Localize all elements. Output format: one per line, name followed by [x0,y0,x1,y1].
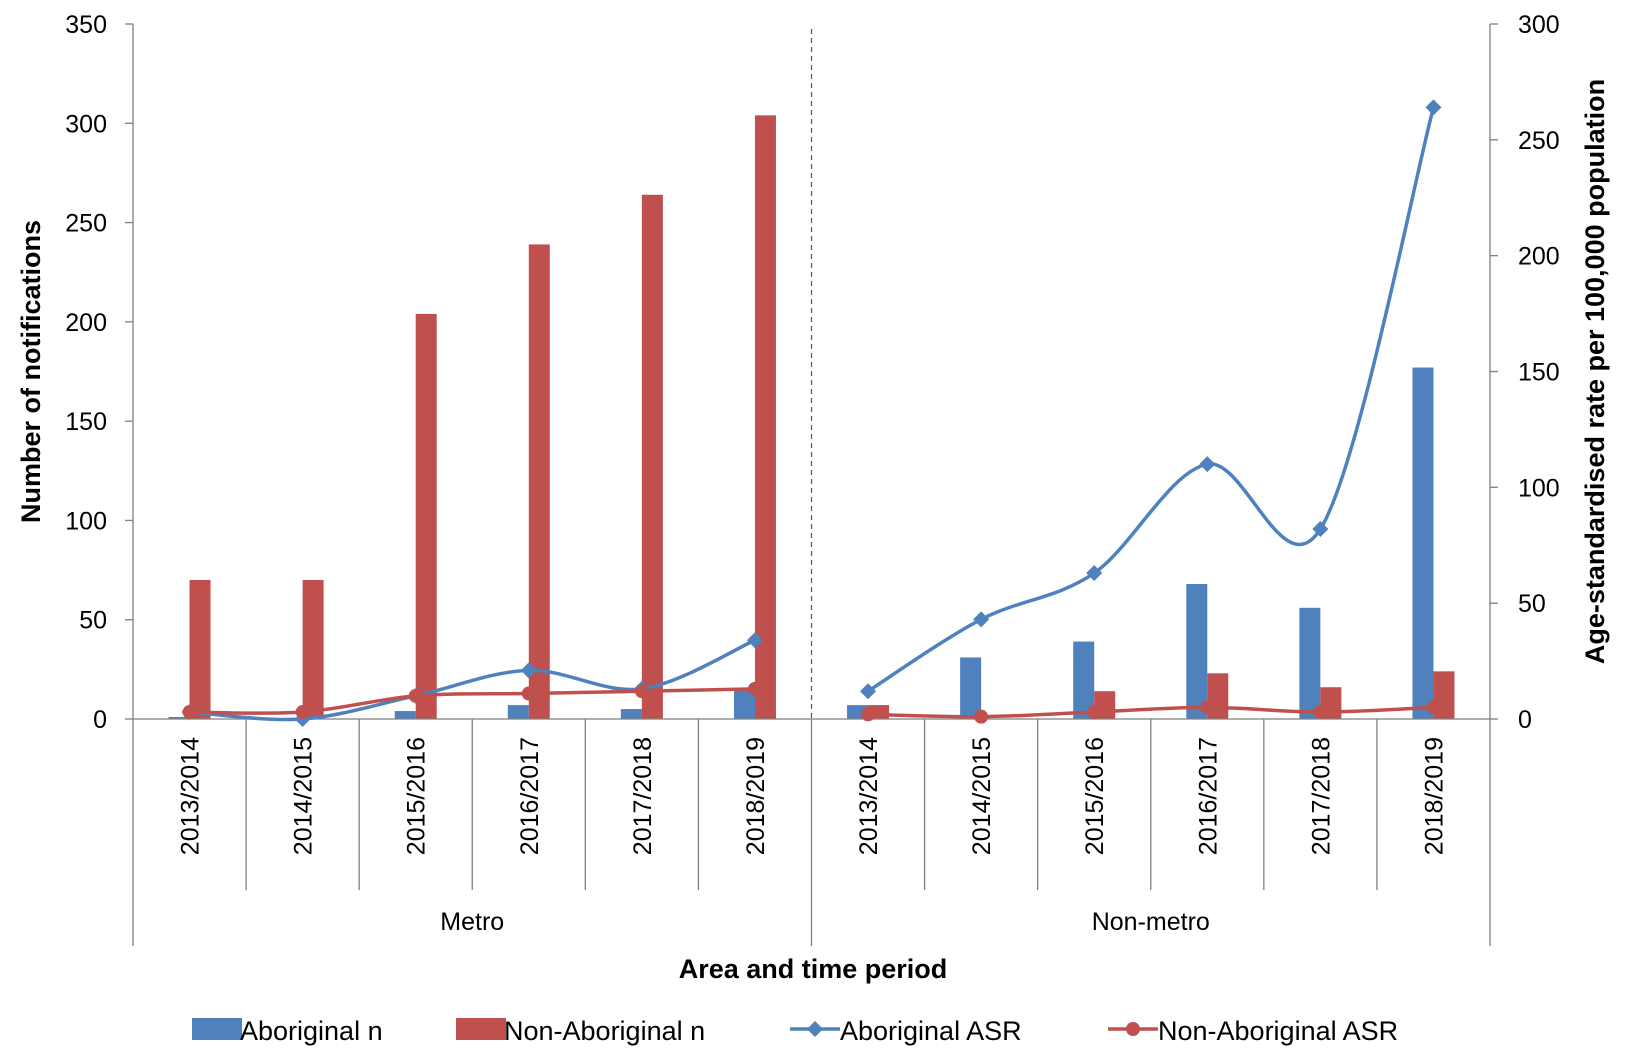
category-label: 2016/2017 [1194,737,1222,855]
right-axis-tick-label: 0 [1518,706,1532,734]
diamond-marker [973,611,990,628]
circle-marker [1087,705,1102,720]
left-axis-tick-label: 350 [65,11,107,39]
circle-marker [295,705,310,720]
circle-marker [1313,705,1328,720]
group-label: Non-metro [1092,908,1210,936]
category-label: 2017/2018 [629,737,657,855]
right-axis-tick-label: 250 [1518,127,1560,155]
diamond-marker [860,683,877,700]
bar [960,657,982,719]
bar [733,689,755,719]
series-line [868,705,1434,719]
bar [1073,641,1095,719]
axes-frame [125,23,1498,946]
series-line [189,687,755,715]
legend: Aboriginal n Non-Aboriginal n Aboriginal A… [192,1016,1398,1046]
series-line [867,106,1436,693]
legend-swatch [192,1018,242,1040]
circle-marker [182,705,197,720]
bar [1299,607,1321,719]
bar [415,313,437,719]
diamond-marker [520,662,537,679]
right-axis-tick-label: 100 [1518,474,1560,502]
category-label: 2014/2015 [290,737,318,855]
x-axis-title: Area and time period [679,954,948,984]
category-label: 2018/2019 [1420,737,1448,855]
diamond-marker [1425,99,1442,116]
category-label: 2013/2014 [177,737,205,855]
line-layer [181,99,1442,727]
category-label: 2015/2016 [403,737,431,855]
bar [302,580,324,719]
bar [620,709,642,719]
circle-marker [634,684,649,699]
category-label: 2014/2015 [968,737,996,855]
bar [507,705,529,719]
diamond-marker [1312,521,1329,538]
legend-label: Aboriginal n [240,1016,383,1046]
bar [168,717,190,719]
right-axis-tick-label: 300 [1518,11,1560,39]
category-label: 2013/2014 [855,737,883,855]
circle-marker [521,686,536,701]
left-axis-tick-label: 150 [65,408,107,436]
diamond-marker [1199,456,1216,473]
bar [189,580,211,719]
series-line [189,638,756,722]
category-label: 2016/2017 [516,737,544,855]
left-axis-tick-label: 100 [65,507,107,535]
circle-marker [861,707,876,722]
left-axis-tick-label: 200 [65,309,107,337]
bar [641,194,663,719]
right-axis-tick-label: 150 [1518,359,1560,387]
circle-marker [1426,700,1441,715]
right-axis-tick-label: 200 [1518,243,1560,271]
bar [528,244,550,719]
category-label: 2018/2019 [742,737,770,855]
circle-marker [974,709,989,724]
category-label: 2017/2018 [1307,737,1335,855]
category-label: 2015/2016 [1081,737,1109,855]
legend-swatch [456,1018,506,1040]
legend-label: Non-Aboriginal ASR [1158,1016,1398,1046]
group-label: Metro [440,908,504,936]
diamond-marker [1086,565,1103,582]
circle-marker [408,688,423,703]
diamond-marker [746,632,763,649]
bar-layer [168,115,1455,720]
left-axis-tick-label: 300 [65,110,107,138]
circle-marker [1200,700,1215,715]
bar [754,115,776,720]
label-layer: 0 50 100 150 200 250 300 350 0 50 100 150 200 250 300 2… [16,11,1610,984]
legend-label: Aboriginal ASR [840,1016,1022,1046]
left-axis-tick-label: 50 [79,607,107,635]
bar [1186,583,1208,719]
left-axis-title: Number of notifications [16,220,46,523]
circle-marker [747,681,762,696]
legend-circle-marker [1126,1022,1140,1036]
bar [394,711,416,719]
right-axis-title: Age-standardised rate per 100,000 popula… [1580,79,1610,664]
left-axis-tick-label: 0 [93,706,107,734]
legend-diamond-marker [807,1021,823,1037]
right-axis-tick-label: 50 [1518,590,1546,618]
left-axis-tick-label: 250 [65,210,107,238]
legend-label: Non-Aboriginal n [504,1016,705,1046]
bar [1412,367,1434,719]
